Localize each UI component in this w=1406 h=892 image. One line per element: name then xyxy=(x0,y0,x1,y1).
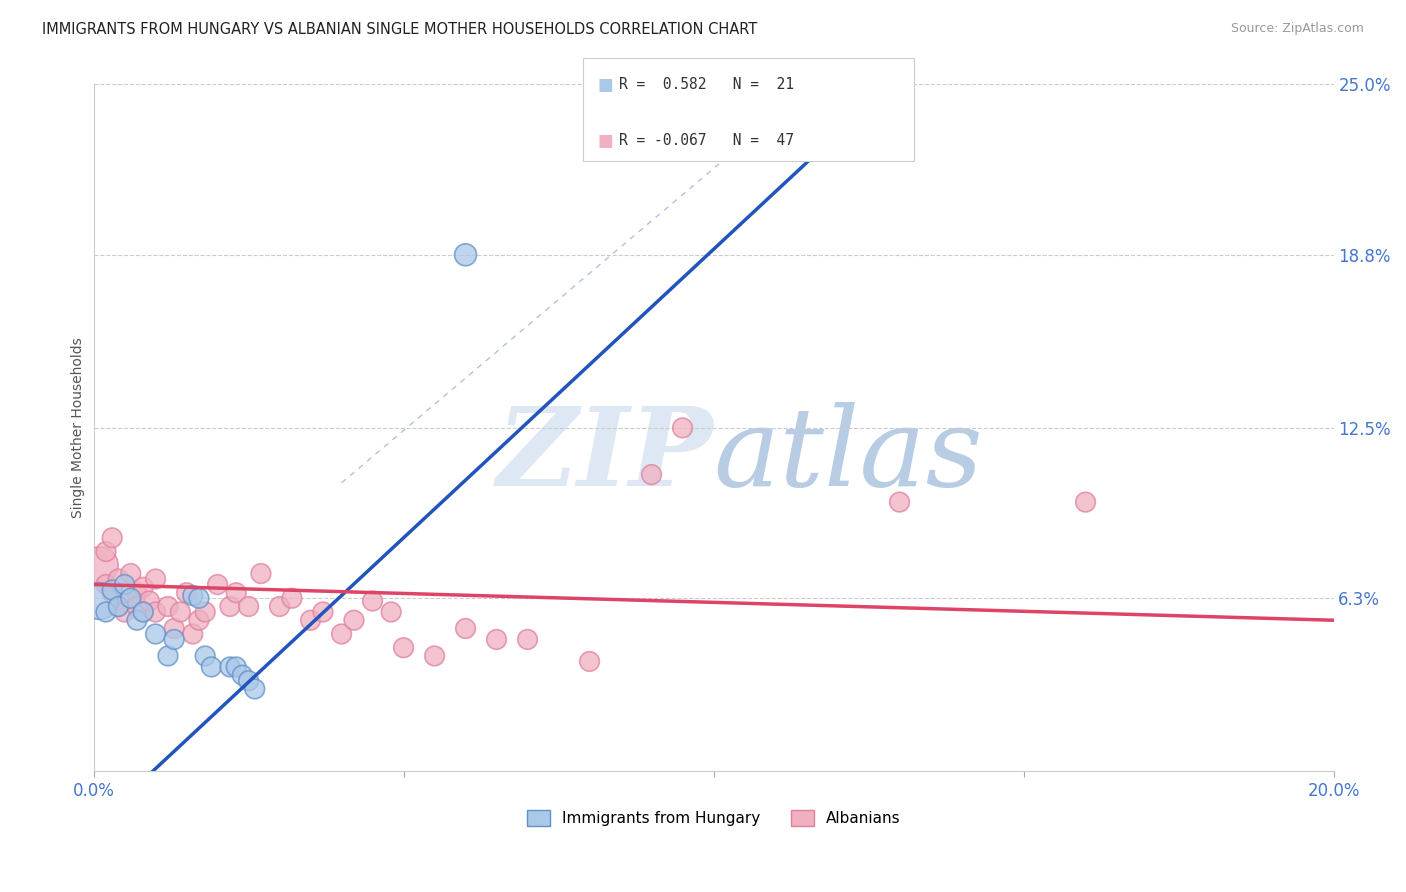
Point xyxy=(181,627,204,641)
Text: R = -0.067   N =  47: R = -0.067 N = 47 xyxy=(619,134,793,148)
Point xyxy=(138,594,160,608)
Point xyxy=(120,566,142,581)
Point xyxy=(299,613,322,627)
Point xyxy=(231,668,253,682)
Point xyxy=(238,599,260,614)
Point xyxy=(94,577,117,591)
Point xyxy=(114,605,136,619)
Text: IMMIGRANTS FROM HUNGARY VS ALBANIAN SINGLE MOTHER HOUSEHOLDS CORRELATION CHART: IMMIGRANTS FROM HUNGARY VS ALBANIAN SING… xyxy=(42,22,758,37)
Text: ■: ■ xyxy=(598,132,613,150)
Point xyxy=(169,605,191,619)
Point xyxy=(281,591,304,606)
Point xyxy=(219,599,242,614)
Point xyxy=(454,248,477,262)
Point xyxy=(889,495,911,509)
Point xyxy=(89,594,111,608)
Point xyxy=(107,572,129,586)
Point xyxy=(312,605,335,619)
Point xyxy=(380,605,402,619)
Point xyxy=(330,627,353,641)
Text: ■: ■ xyxy=(598,76,613,94)
Point xyxy=(200,660,222,674)
Point xyxy=(188,613,211,627)
Point xyxy=(163,622,186,636)
Point xyxy=(485,632,508,647)
Point xyxy=(578,655,600,669)
Point xyxy=(238,673,260,688)
Point xyxy=(125,613,148,627)
Point xyxy=(94,605,117,619)
Point xyxy=(269,599,291,614)
Point xyxy=(423,648,446,663)
Point xyxy=(207,577,229,591)
Point xyxy=(163,632,186,647)
Point xyxy=(640,467,662,482)
Point xyxy=(125,586,148,600)
Text: R =  0.582   N =  21: R = 0.582 N = 21 xyxy=(619,78,793,92)
Point xyxy=(392,640,415,655)
Point xyxy=(1074,495,1097,509)
Point xyxy=(516,632,538,647)
Text: atlas: atlas xyxy=(713,401,983,509)
Point xyxy=(132,580,155,594)
Point xyxy=(120,591,142,606)
Point xyxy=(107,599,129,614)
Point xyxy=(101,586,124,600)
Legend: Immigrants from Hungary, Albanians: Immigrants from Hungary, Albanians xyxy=(520,805,907,832)
Point xyxy=(114,594,136,608)
Point xyxy=(145,627,167,641)
Point xyxy=(107,599,129,614)
Point xyxy=(219,660,242,674)
Text: Source: ZipAtlas.com: Source: ZipAtlas.com xyxy=(1230,22,1364,36)
Point xyxy=(243,681,266,696)
Point xyxy=(225,660,247,674)
Point xyxy=(101,582,124,597)
Point xyxy=(194,605,217,619)
Y-axis label: Single Mother Households: Single Mother Households xyxy=(72,337,86,518)
Text: ZIP: ZIP xyxy=(496,401,713,509)
Point xyxy=(132,605,155,619)
Point xyxy=(156,648,179,663)
Point xyxy=(145,605,167,619)
Point xyxy=(132,605,155,619)
Point xyxy=(361,594,384,608)
Point xyxy=(343,613,366,627)
Point xyxy=(188,591,211,606)
Point xyxy=(250,566,273,581)
Point xyxy=(454,622,477,636)
Point xyxy=(125,599,148,614)
Point xyxy=(194,648,217,663)
Point xyxy=(94,544,117,558)
Point xyxy=(176,586,198,600)
Point xyxy=(225,586,247,600)
Point xyxy=(145,572,167,586)
Point xyxy=(114,577,136,591)
Point xyxy=(156,599,179,614)
Point xyxy=(101,531,124,545)
Point xyxy=(671,421,693,435)
Point xyxy=(181,589,204,603)
Point xyxy=(89,558,111,573)
